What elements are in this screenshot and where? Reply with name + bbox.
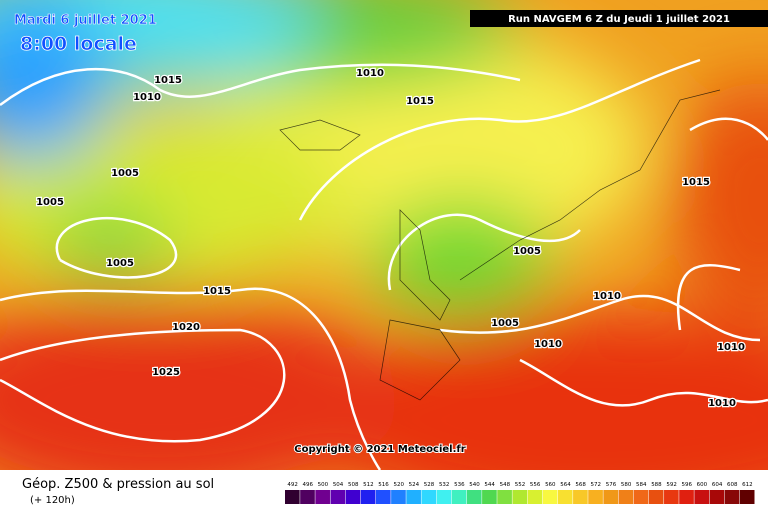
scale-cell (375, 490, 391, 504)
scale-cell (360, 490, 376, 504)
isobar-label: 1015 (154, 75, 182, 86)
scale-cell (633, 490, 649, 504)
scale-cell (664, 490, 679, 504)
scale-cell (466, 490, 482, 504)
scale-cell (300, 490, 315, 504)
legend-lead: (+ 120h) (30, 495, 75, 506)
scale-cell (618, 490, 634, 504)
scale-label: 576 (606, 482, 617, 488)
isobar-label: 1010 (133, 92, 161, 103)
scale-cell (679, 490, 694, 504)
scale-cell (345, 490, 361, 504)
scale-label: 604 (712, 482, 723, 488)
isobar-label: 1005 (111, 168, 139, 179)
isobar-label: 1015 (682, 177, 710, 188)
color-scale: 492 496 500 504 508 512 516 520 524 528 532 536 540 5… (285, 482, 755, 504)
scale-cell (588, 490, 603, 504)
isobar-label: 1025 (152, 367, 180, 378)
scale-label: 548 (500, 482, 511, 488)
isobar-label: 1015 (406, 96, 434, 107)
scale-cell (391, 490, 406, 504)
scale-cell (482, 490, 497, 504)
scale-label: 492 (287, 482, 298, 488)
scale-cell (724, 490, 740, 504)
scale-label: 596 (682, 482, 693, 488)
scale-cell (603, 490, 619, 504)
scale-cell (285, 490, 300, 504)
scale-cell (648, 490, 664, 504)
scale-label: 500 (318, 482, 329, 488)
scale-label: 600 (697, 482, 708, 488)
scale-label: 516 (378, 482, 389, 488)
scale-cell (512, 490, 528, 504)
scale-cell (709, 490, 725, 504)
isobar-label: 1005 (106, 258, 134, 269)
scale-label: 608 (727, 482, 738, 488)
date: Mardi 6 juillet 2021 (14, 13, 157, 28)
scale-label: 584 (636, 482, 647, 488)
scale-label: 508 (348, 482, 359, 488)
scale-cell (436, 490, 452, 504)
scale-label: 612 (742, 482, 753, 488)
scale-cell (739, 490, 755, 504)
scale-label: 544 (484, 482, 495, 488)
isobar-label: 1010 (708, 398, 736, 409)
scale-cell (527, 490, 543, 504)
isobar-label: 1005 (513, 246, 541, 257)
scale-cell (315, 490, 330, 504)
scale-label: 536 (454, 482, 465, 488)
scale-label: 588 (651, 482, 662, 488)
time: 8:00 locale (20, 33, 137, 55)
scale-cell (451, 490, 467, 504)
scale-label: 528 (424, 482, 435, 488)
scale-label: 552 (515, 482, 526, 488)
scale-label: 560 (545, 482, 556, 488)
scale-label: 504 (333, 482, 344, 488)
scale-label: 496 (302, 482, 313, 488)
scale-cell (406, 490, 421, 504)
legend-title: Géop. Z500 & pression au sol (22, 477, 214, 492)
scale-label: 512 (363, 482, 374, 488)
isobar-label: 1005 (491, 318, 519, 329)
isobar-label: 1010 (356, 68, 384, 79)
isobar-label: 1010 (717, 342, 745, 353)
scale-cell (557, 490, 573, 504)
scale-label: 520 (393, 482, 404, 488)
scale-cell (421, 490, 437, 504)
isobar-label: 1010 (534, 339, 562, 350)
scale-label: 564 (560, 482, 571, 488)
scale-label: 524 (409, 482, 420, 488)
scale-label: 580 (621, 482, 632, 488)
scale-label: 556 (530, 482, 541, 488)
isobar-label: 1015 (203, 286, 231, 297)
scale-cell (573, 490, 588, 504)
scale-cell (330, 490, 346, 504)
scale-label: 540 (469, 482, 480, 488)
isobar-labels: 1015 1010 1010 1015 1005 1005 1005 1015 1020 1025… (35, 67, 746, 411)
run-info: Run NAVGEM 6 Z du Jeudi 1 juillet 2021 (508, 14, 730, 25)
scale-cell (694, 490, 710, 504)
isobar-label: 1010 (593, 291, 621, 302)
isobar-label: 1005 (36, 197, 64, 208)
scale-cell (497, 490, 512, 504)
scale-label: 532 (439, 482, 450, 488)
scale-cell (542, 490, 558, 504)
scale-label: 572 (591, 482, 602, 488)
scale-label: 592 (666, 482, 677, 488)
scale-label: 568 (575, 482, 586, 488)
isobar-label: 1020 (172, 322, 200, 333)
copyright: Copyright © 2021 Meteociel.fr (294, 444, 465, 455)
